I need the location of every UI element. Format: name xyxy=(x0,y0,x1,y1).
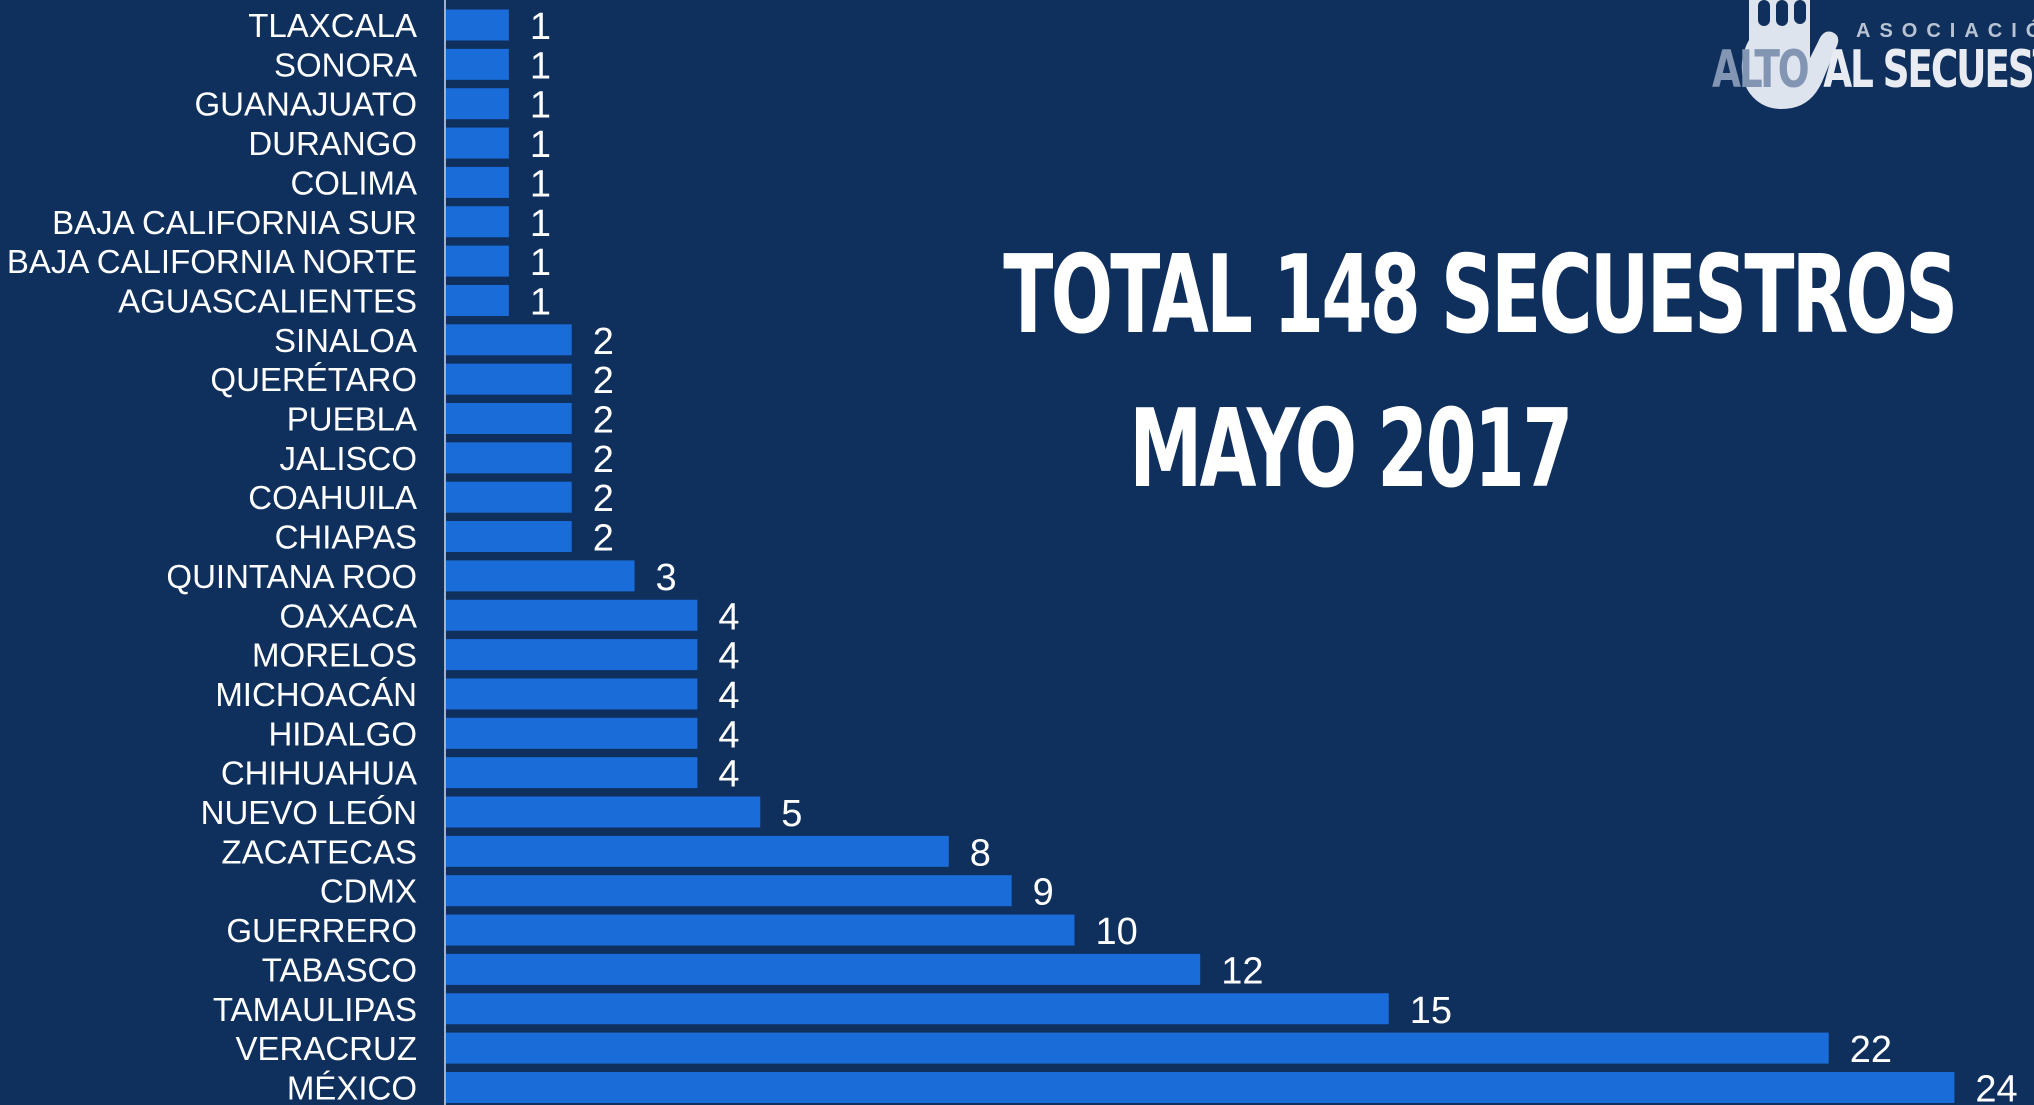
logo-top-text: ASOCIACIÓ xyxy=(1856,20,2034,42)
value-label: 1 xyxy=(530,203,551,245)
value-label: 4 xyxy=(718,596,739,638)
value-label: 1 xyxy=(530,6,551,48)
bar xyxy=(446,835,949,867)
category-label: HIDALGO xyxy=(268,715,417,752)
bar xyxy=(446,284,509,316)
bar xyxy=(446,757,698,789)
value-label: 4 xyxy=(718,636,739,678)
bar xyxy=(446,166,509,198)
bar xyxy=(446,953,1201,985)
value-label: 2 xyxy=(593,478,614,520)
bar xyxy=(446,88,509,120)
category-label: TABASCO xyxy=(262,951,417,988)
bar xyxy=(446,442,572,474)
category-label: JALISCO xyxy=(279,440,417,477)
value-label: 1 xyxy=(530,242,551,284)
value-label: 22 xyxy=(1850,1029,1892,1071)
value-label: 4 xyxy=(718,754,739,796)
value-label: 1 xyxy=(530,124,551,166)
category-label: GUERRERO xyxy=(226,912,417,949)
bar xyxy=(446,127,509,159)
bar xyxy=(446,363,572,395)
bar xyxy=(446,206,509,238)
value-label: 4 xyxy=(718,714,739,756)
bar xyxy=(446,717,698,749)
value-label: 8 xyxy=(970,832,991,874)
bar xyxy=(446,403,572,434)
bar xyxy=(446,639,698,671)
category-label: COAHUILA xyxy=(248,479,417,516)
category-label: MICHOACÁN xyxy=(215,676,417,713)
bar xyxy=(446,599,698,631)
category-label: CDMX xyxy=(320,873,417,910)
category-label: QUERÉTARO xyxy=(210,361,417,398)
value-label: 2 xyxy=(593,321,614,363)
value-label: 3 xyxy=(656,557,677,599)
category-label: CHIAPAS xyxy=(275,519,417,556)
category-label: MÉXICO xyxy=(287,1069,417,1105)
category-label: NUEVO LEÓN xyxy=(201,794,417,831)
bar xyxy=(446,481,572,513)
bar xyxy=(446,1071,1955,1103)
bar xyxy=(446,796,761,828)
bar xyxy=(446,560,635,592)
value-label: 24 xyxy=(1975,1068,2017,1105)
category-label: VERACRUZ xyxy=(235,1030,417,1067)
value-label: 1 xyxy=(530,45,551,87)
bar xyxy=(446,875,1012,907)
hand-icon xyxy=(1741,0,1839,109)
value-label: 1 xyxy=(530,281,551,323)
value-label: 10 xyxy=(1096,911,1138,953)
category-label: COLIMA xyxy=(290,164,417,201)
category-label: ZACATECAS xyxy=(221,833,417,870)
bar xyxy=(446,914,1075,946)
category-label: GUANAJUATO xyxy=(195,86,417,123)
category-label: CHIHUAHUA xyxy=(221,755,417,792)
category-label: DURANGO xyxy=(248,125,417,162)
bar xyxy=(446,521,572,553)
bar xyxy=(446,678,698,710)
category-label: SONORA xyxy=(274,46,417,83)
value-label: 5 xyxy=(781,793,802,835)
bar xyxy=(446,48,509,80)
headline-total: TOTAL 148 SECUESTROS xyxy=(1003,233,1958,358)
category-label: PUEBLA xyxy=(287,401,417,438)
value-label: 9 xyxy=(1033,872,1054,914)
bar xyxy=(446,993,1389,1025)
category-label: QUINTANA ROO xyxy=(166,558,417,595)
value-label: 1 xyxy=(530,85,551,127)
category-label: TLAXCALA xyxy=(248,7,417,44)
value-label: 1 xyxy=(530,163,551,205)
category-label: OAXACA xyxy=(279,597,417,634)
value-label: 2 xyxy=(593,518,614,560)
value-label: 2 xyxy=(593,360,614,402)
value-label: 2 xyxy=(593,439,614,481)
logo-alto-text: ALTO xyxy=(1712,40,1810,100)
bar xyxy=(446,324,572,356)
headline-period: MAYO 2017 xyxy=(1129,387,1573,512)
value-label: 2 xyxy=(593,400,614,442)
logo-rest-text: AL SECUESTRO xyxy=(1823,40,2034,100)
bar xyxy=(446,1032,1829,1064)
category-label: AGUASCALIENTES xyxy=(118,282,417,319)
bar xyxy=(446,9,509,41)
category-label: MORELOS xyxy=(252,637,417,674)
bar xyxy=(446,245,509,277)
value-label: 15 xyxy=(1410,990,1452,1032)
category-label: TAMAULIPAS xyxy=(213,991,417,1028)
value-label: 12 xyxy=(1221,950,1263,992)
category-label: SINALOA xyxy=(274,322,417,359)
category-label: BAJA CALIFORNIA SUR xyxy=(52,204,417,241)
value-label: 4 xyxy=(718,675,739,717)
category-label: BAJA CALIFORNIA NORTE xyxy=(7,243,417,280)
